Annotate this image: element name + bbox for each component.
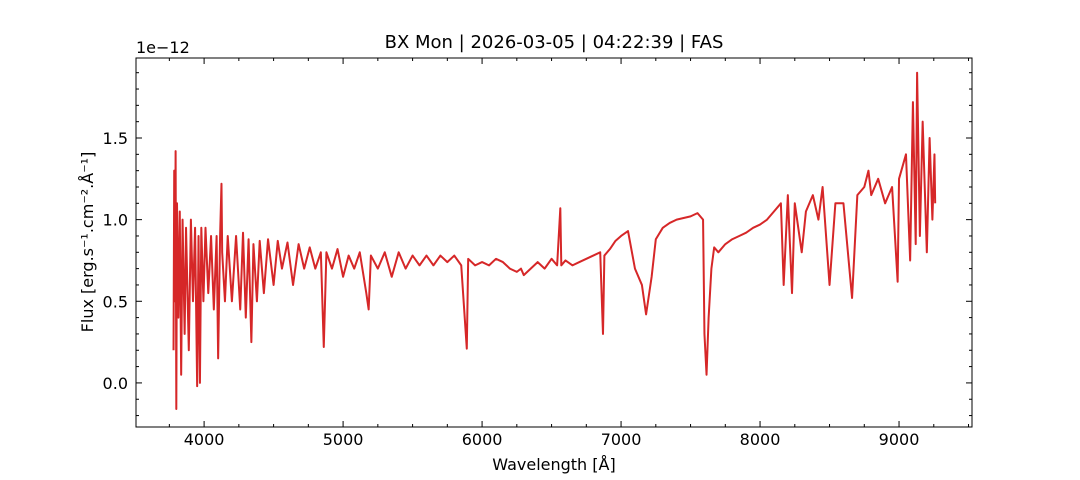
y-axis-label: Flux [erg.s⁻¹.cm⁻².Å⁻¹] — [78, 152, 97, 333]
offset-text: 1e−12 — [136, 38, 190, 57]
ticks: 4000 5000 6000 7000 8000 9000 0.0 0.5 1.0 1.5 — [103, 58, 972, 449]
plot-area — [172, 71, 937, 411]
x-tick-label: 9000 — [879, 430, 920, 449]
axes-frame — [135, 57, 973, 428]
y-tick-label: 1.5 — [103, 129, 128, 148]
chart-title: BX Mon | 2026-03-05 | 04:22:39 | FAS — [385, 32, 724, 53]
spectrum-line — [172, 71, 937, 411]
x-tick-label: 6000 — [462, 430, 503, 449]
y-tick-label: 0.0 — [103, 374, 128, 393]
x-tick-label: 8000 — [740, 430, 781, 449]
x-axis-label: Wavelength [Å] — [492, 455, 615, 474]
y-tick-label: 1.0 — [103, 211, 128, 230]
x-tick-label: 7000 — [601, 430, 642, 449]
x-tick-label: 4000 — [184, 430, 225, 449]
y-tick-label: 0.5 — [103, 292, 128, 311]
x-tick-label: 5000 — [323, 430, 364, 449]
